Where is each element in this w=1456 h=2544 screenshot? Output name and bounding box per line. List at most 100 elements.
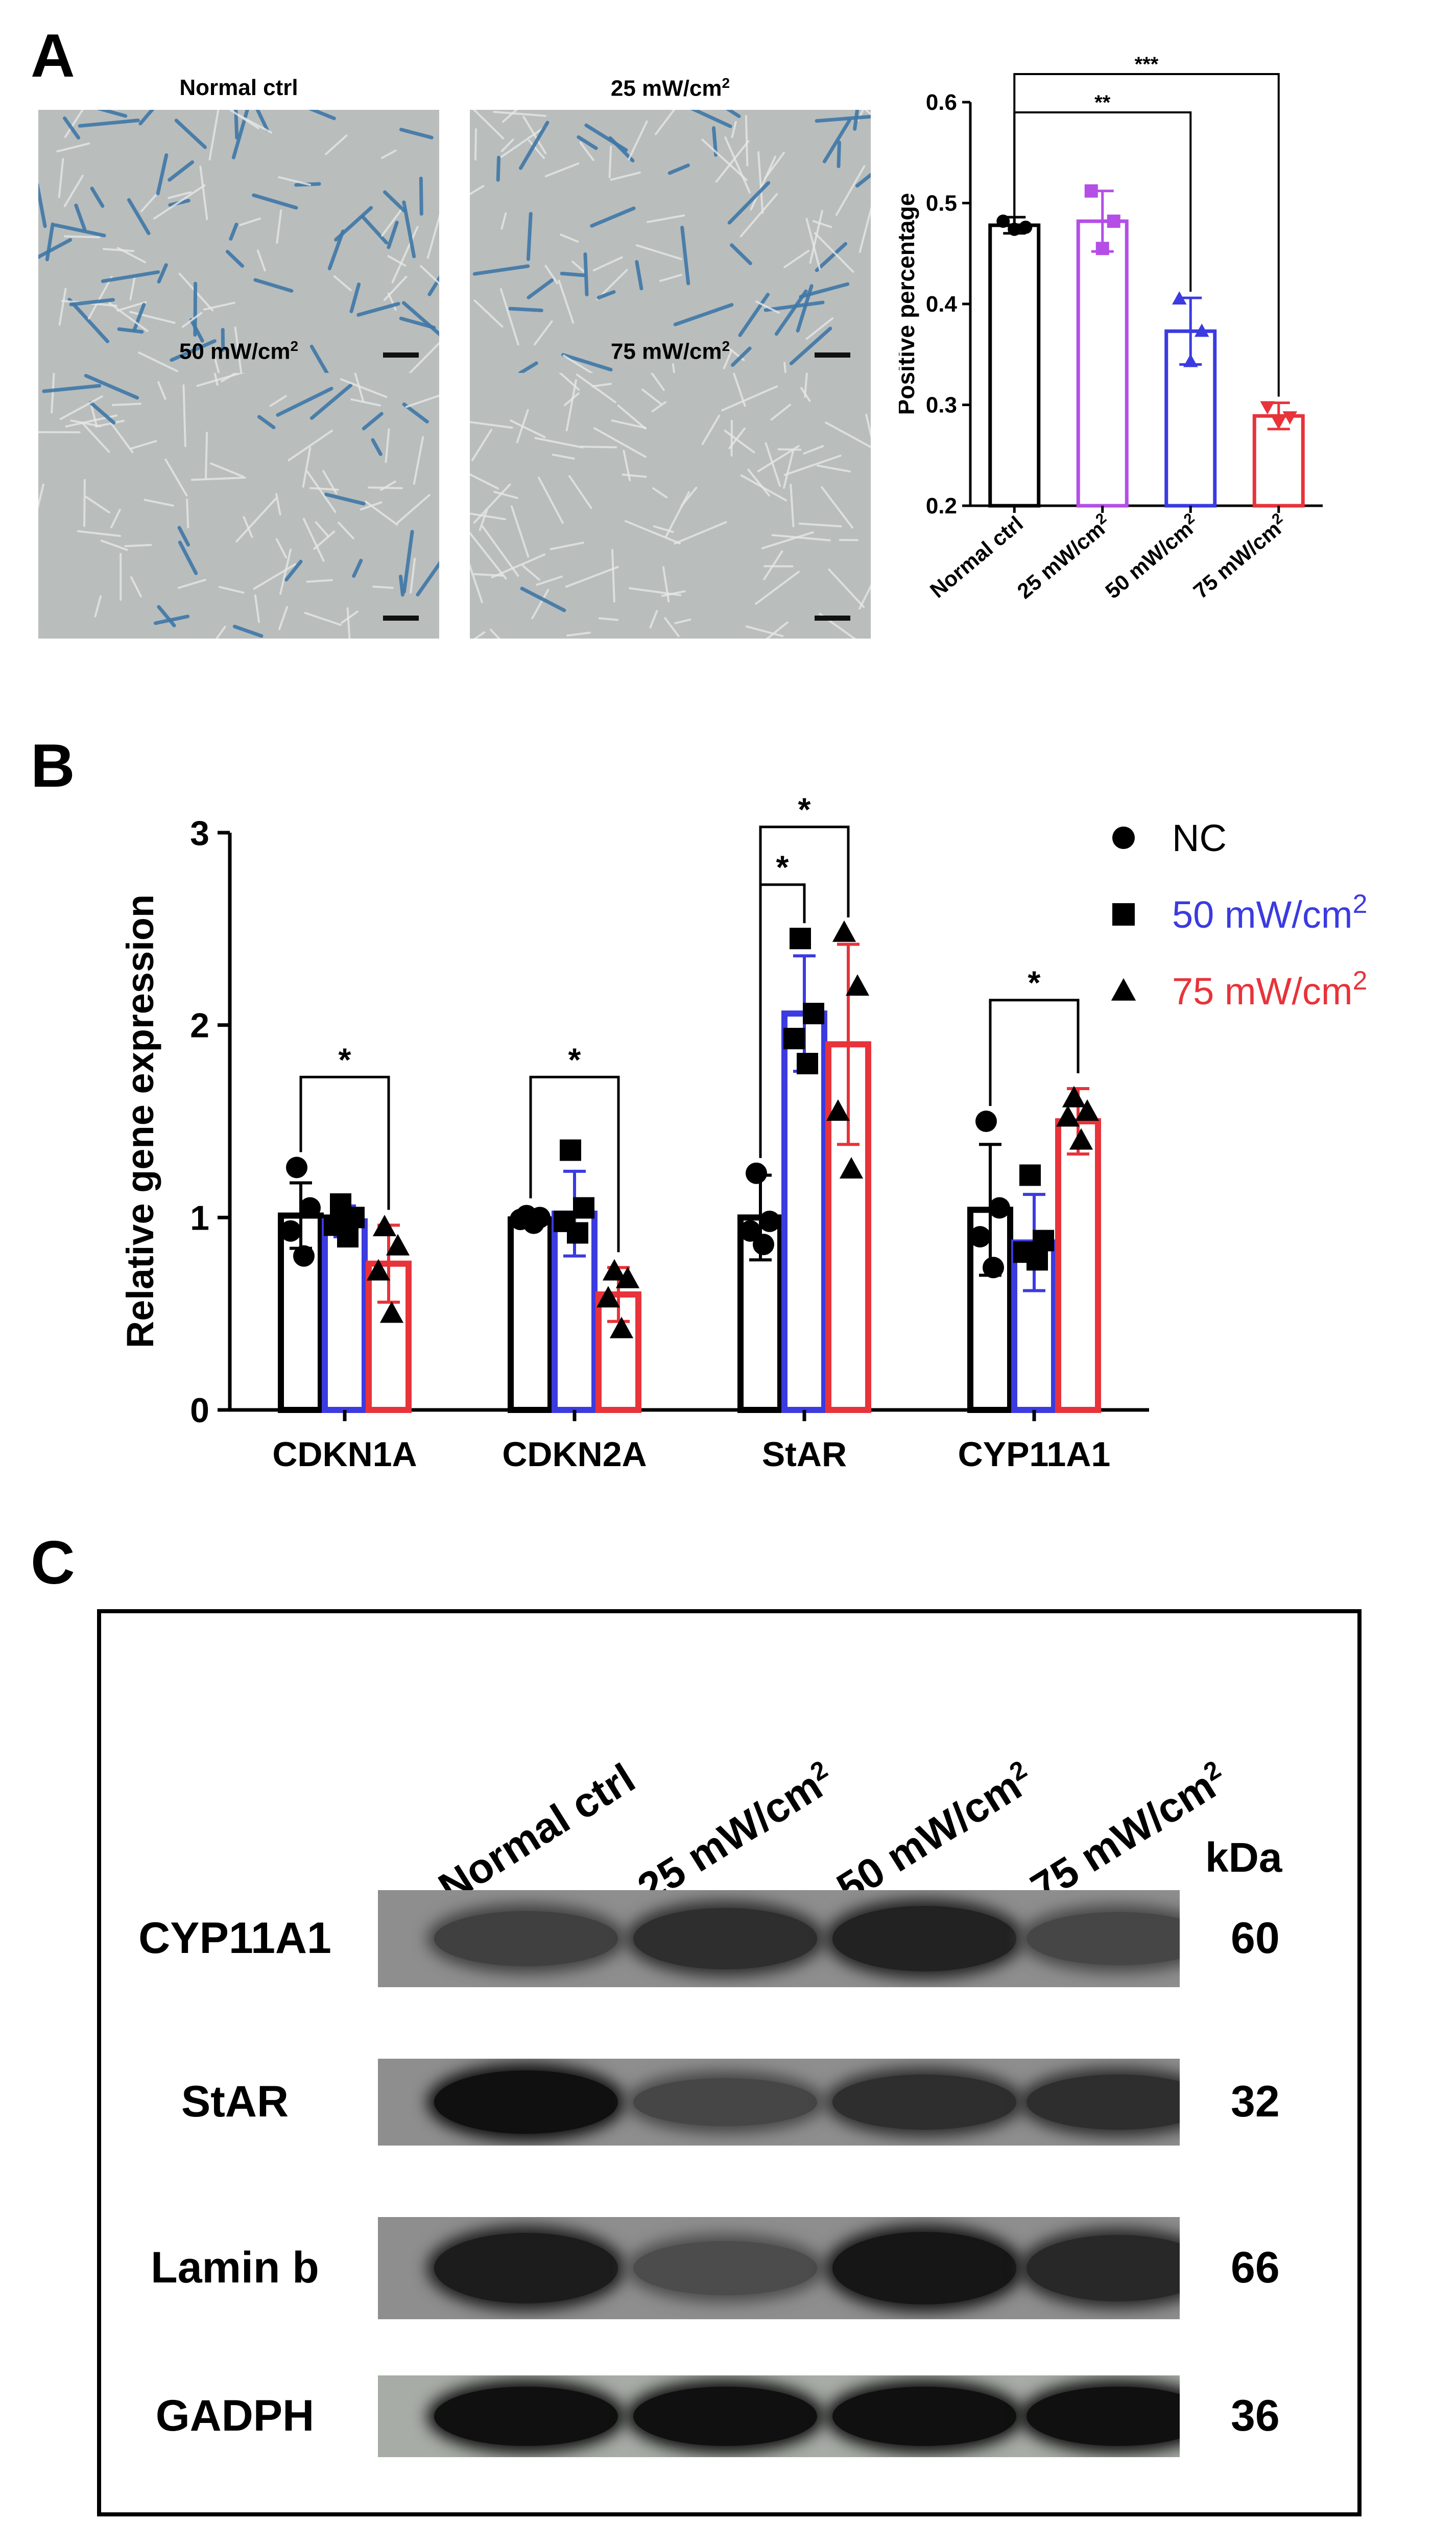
cell <box>381 149 397 159</box>
cell <box>825 421 871 449</box>
cell <box>628 120 648 160</box>
legend-label: 50 mW/cm2 <box>1172 889 1367 936</box>
significance-label: * <box>798 791 811 828</box>
blot-strip <box>378 2217 1180 2319</box>
cell <box>276 209 282 244</box>
cell <box>196 373 245 387</box>
cell <box>766 621 789 639</box>
cell <box>596 290 616 300</box>
blot-strip <box>378 1890 1180 1987</box>
y-tick-label: 0.3 <box>926 393 957 418</box>
cell <box>140 191 160 213</box>
cell <box>566 631 591 637</box>
cell <box>489 628 501 639</box>
cell <box>168 191 192 199</box>
cell <box>724 430 755 454</box>
data-point <box>1260 401 1275 415</box>
cell <box>536 575 563 586</box>
cell <box>835 165 866 216</box>
cell <box>94 419 125 428</box>
cell <box>38 238 73 260</box>
micrograph-image <box>38 373 439 639</box>
cell <box>302 446 312 488</box>
cell <box>664 617 680 638</box>
cell <box>723 349 733 369</box>
cell <box>199 166 208 220</box>
cell <box>102 248 135 252</box>
data-point <box>1033 1230 1054 1252</box>
cell <box>584 123 628 152</box>
micrograph-title: Normal ctrl <box>179 75 298 100</box>
cell <box>231 110 249 159</box>
protein-band <box>832 2386 1016 2446</box>
data-point <box>379 1301 404 1323</box>
cell <box>731 121 737 138</box>
cell <box>45 222 55 262</box>
cell <box>502 110 518 123</box>
cell <box>500 138 514 152</box>
scale-bar <box>815 616 850 621</box>
cell <box>527 278 554 299</box>
cell <box>372 585 394 589</box>
cell <box>726 110 741 119</box>
protein-band <box>633 2386 817 2446</box>
cell <box>522 564 540 581</box>
cell <box>815 114 871 123</box>
cell <box>510 419 546 438</box>
cell <box>765 442 781 487</box>
cell <box>500 125 547 158</box>
cell <box>257 415 276 430</box>
protein-label: StAR <box>181 2077 289 2126</box>
cell <box>354 373 365 403</box>
cell <box>822 119 851 163</box>
y-tick-label: 0.4 <box>926 292 958 317</box>
data-point <box>797 1053 818 1074</box>
cell <box>364 500 398 526</box>
cell <box>58 158 64 198</box>
protein-label: GADPH <box>155 2391 315 2440</box>
bar <box>1076 219 1129 508</box>
panel-b-letter: B <box>31 732 75 800</box>
cell <box>53 223 106 238</box>
cell <box>398 574 404 597</box>
cell <box>361 215 389 245</box>
cell-texture <box>38 110 439 375</box>
cell <box>565 379 577 432</box>
cell <box>252 193 298 210</box>
cell <box>387 220 399 249</box>
protein-label: Lamin b <box>151 2243 319 2292</box>
cell <box>561 353 613 372</box>
gene-expression-chart: 0 1 2 3 Relative gene expression CDKN1A CDKN2A… <box>119 791 1367 1474</box>
cell <box>130 576 142 598</box>
legend-marker <box>1112 903 1135 926</box>
cell <box>116 301 147 312</box>
cell <box>182 384 186 447</box>
cell <box>470 421 513 429</box>
protein-band <box>633 2078 817 2126</box>
cell <box>144 499 174 507</box>
cell <box>56 142 90 153</box>
cell <box>209 462 244 478</box>
cell <box>580 445 617 449</box>
cell <box>629 587 682 597</box>
data-point <box>602 1259 627 1281</box>
cell <box>322 470 338 494</box>
protein-band <box>1027 2075 1180 2130</box>
cell <box>396 494 431 524</box>
cell <box>304 611 342 626</box>
cell <box>278 176 312 186</box>
data-point <box>523 1212 544 1234</box>
y-axis-label: Relative gene expression <box>119 894 161 1348</box>
cell <box>325 134 348 155</box>
cell <box>531 588 550 620</box>
cell <box>493 490 518 499</box>
cell <box>493 111 547 117</box>
cell <box>727 181 771 225</box>
cell <box>728 427 746 450</box>
cell <box>306 470 337 513</box>
protein-band <box>434 2386 618 2446</box>
cell <box>186 499 189 529</box>
protein-band <box>1027 1912 1180 1966</box>
cell <box>664 491 690 538</box>
cell <box>157 263 168 284</box>
